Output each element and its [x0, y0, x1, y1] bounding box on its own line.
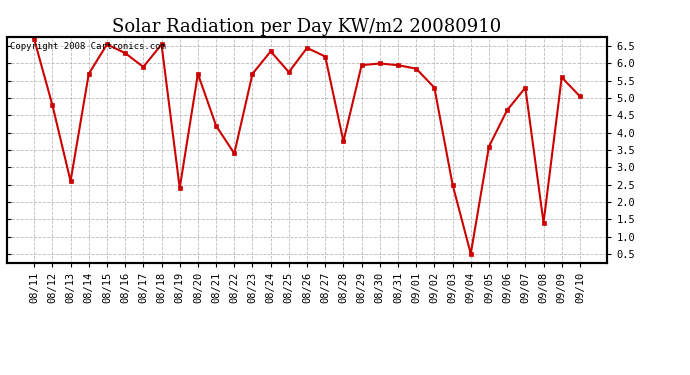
Title: Solar Radiation per Day KW/m2 20080910: Solar Radiation per Day KW/m2 20080910: [112, 18, 502, 36]
Text: Copyright 2008 Cartronics.com: Copyright 2008 Cartronics.com: [10, 42, 166, 51]
